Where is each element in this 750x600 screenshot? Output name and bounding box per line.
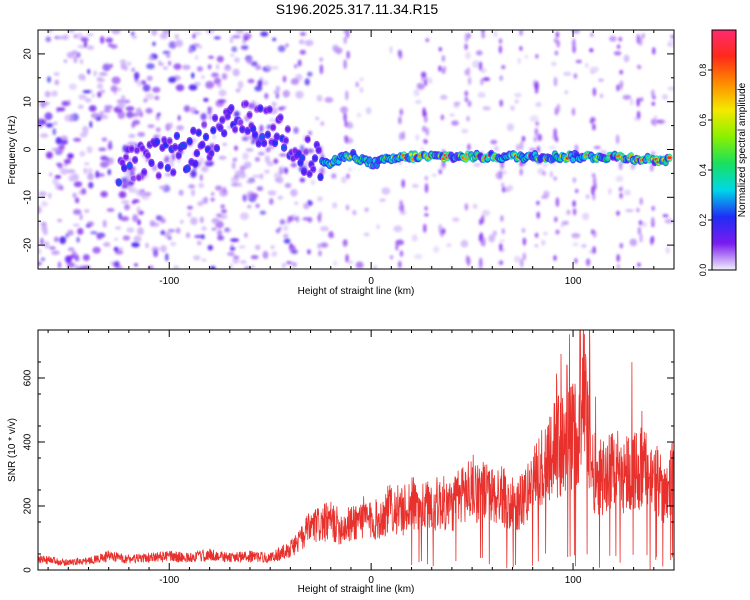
colorbar-tick-label: 0.6 — [698, 114, 708, 127]
colorbar-tick-label: 0.4 — [698, 164, 708, 177]
snr-y-axis-label: SNR (10 * v/v) — [7, 418, 18, 482]
spectrogram-x-tick-label: -100 — [159, 276, 179, 287]
snr-x-axis-label: Height of straight line (km) — [298, 584, 415, 595]
colorbar-tick-label: 0.2 — [698, 214, 708, 227]
colorbar-gradient — [712, 30, 736, 270]
snr-y-tick-label: 200 — [23, 497, 34, 514]
spectrogram-y-tick-label: -20 — [23, 237, 34, 252]
snr-x-tick-label: 0 — [368, 575, 374, 586]
snr-y-tick-label: 400 — [23, 433, 34, 450]
snr-y-tick-label: 600 — [23, 369, 34, 386]
snr-frame — [37, 329, 675, 571]
colorbar: 0.0 0.2 0.4 0.6 0.8 Normalized spectral ampl… — [698, 29, 748, 277]
spectrogram-y-tick-label: -10 — [23, 190, 34, 205]
spectrogram-heatmap — [38, 30, 674, 269]
spectrogram-y-axis-label: Frequency (Hz) — [7, 116, 18, 185]
spectrogram-x-tick-label: 0 — [368, 276, 374, 287]
spectrogram-y-tick-label: 20 — [23, 48, 34, 60]
snr-ticks: -100 0 100 0 200 400 600 — [23, 329, 675, 586]
snr-panel: -100 0 100 0 200 400 600 Height of straight li… — [7, 329, 675, 595]
spectrogram-y-tick-label: 0 — [23, 146, 34, 152]
colorbar-tick-label: 0.8 — [698, 64, 708, 77]
spectrogram-x-tick-label: 100 — [565, 276, 582, 287]
colorbar-label: Normalized spectral amplitude — [737, 82, 748, 217]
spectrogram-y-tick-label: 10 — [23, 96, 34, 108]
spectrogram-x-axis-label: Height of straight line (km) — [298, 286, 415, 297]
snr-x-tick-label: -100 — [159, 575, 179, 586]
figure-title: S196.2025.317.11.34.R15 — [276, 1, 439, 17]
snr-y-tick-label: 0 — [23, 567, 34, 573]
colorbar-frame — [711, 29, 737, 271]
colorbar-ticks: 0.0 0.2 0.4 0.6 0.8 — [698, 64, 712, 277]
snr-x-tick-label: 100 — [565, 575, 582, 586]
snr-series-line — [38, 330, 674, 570]
colorbar-tick-label: 0.0 — [698, 264, 708, 277]
